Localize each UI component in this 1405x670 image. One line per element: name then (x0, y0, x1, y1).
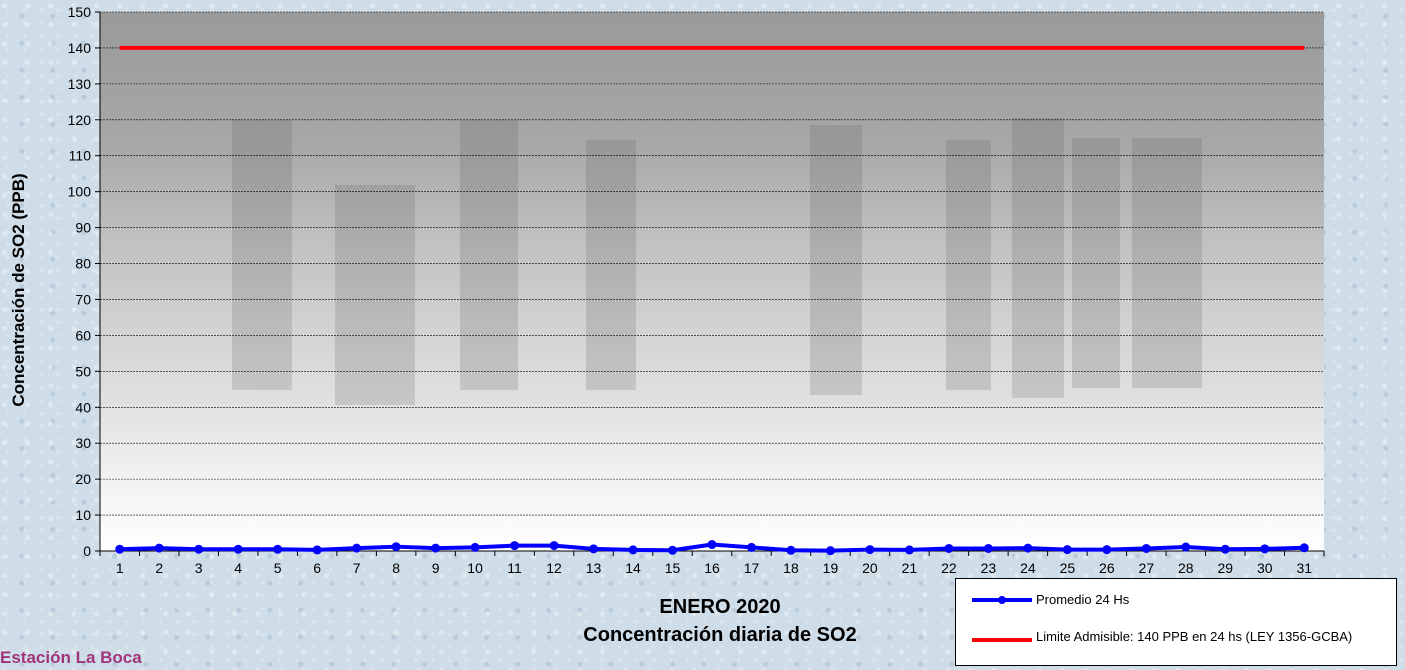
x-tick-label: 7 (353, 560, 361, 576)
data-point (431, 543, 441, 553)
x-tick-label: 22 (941, 560, 957, 576)
y-tick-label: 0 (83, 543, 91, 559)
y-tick-label: 150 (68, 4, 92, 20)
y-tick-label: 40 (75, 399, 91, 415)
data-point (1260, 544, 1270, 554)
data-point (194, 544, 204, 554)
data-point (233, 544, 243, 554)
data-point (549, 541, 559, 551)
y-tick-label: 50 (75, 363, 91, 379)
data-point (1102, 545, 1112, 555)
y-tick-label: 110 (69, 148, 92, 164)
data-point (312, 545, 322, 555)
x-tick-label: 19 (823, 560, 839, 576)
data-point (865, 545, 875, 555)
x-tick-label: 10 (467, 560, 483, 576)
y-tick-label: 70 (75, 291, 91, 307)
x-tick-label: 24 (1020, 560, 1036, 576)
data-point (983, 543, 993, 553)
x-tick-label: 6 (313, 560, 321, 576)
data-point (668, 545, 678, 555)
x-tick-label: 4 (234, 560, 242, 576)
data-point (154, 543, 164, 553)
x-tick-label: 16 (704, 560, 720, 576)
data-point (391, 542, 401, 552)
x-axis-ticks: 1 2 3 4 5 6 7 8 9 10 11 12 13 14 15 16 17 18 19 20 21 22 23 24 2… (99, 551, 1325, 576)
x-tick-label: 18 (783, 560, 799, 576)
x-tick-label: 9 (432, 560, 440, 576)
legend-label-promedio: Promedio 24 Hs (1036, 592, 1130, 607)
legend-swatch-promedio (972, 596, 1032, 604)
x-tick-label: 29 (1218, 560, 1234, 576)
x-tick-label: 8 (392, 560, 400, 576)
x-tick-label: 31 (1296, 560, 1312, 576)
x-tick-label: 25 (1060, 560, 1076, 576)
y-tick-label: 60 (75, 327, 91, 343)
x-tick-label: 3 (195, 560, 203, 576)
y-tick-label: 20 (75, 471, 91, 487)
data-point (786, 545, 796, 555)
chart-subtitle: Concentración diaria de SO2 (583, 624, 857, 646)
x-tick-label: 5 (274, 560, 282, 576)
plot-area (100, 12, 1324, 551)
chart-title: ENERO 2020 (659, 596, 781, 618)
y-tick-label: 30 (75, 435, 91, 451)
data-point (589, 544, 599, 554)
y-axis-title: Concentración de SO2 (PPB) (9, 173, 28, 406)
y-tick-label: 10 (75, 507, 91, 523)
legend: Promedio 24 Hs Limite Admisible: 140 PPB… (955, 578, 1397, 666)
data-point (1062, 545, 1072, 555)
y-tick-label: 140 (68, 40, 92, 56)
x-tick-label: 2 (155, 560, 163, 576)
data-point (470, 542, 480, 552)
data-point (628, 545, 638, 555)
series-lines (115, 45, 1309, 556)
data-point (746, 542, 756, 552)
x-tick-label: 23 (981, 560, 997, 576)
x-tick-label: 15 (665, 560, 681, 576)
legend-item-limite: Limite Admisible: 140 PPB en 24 hs (LEY … (956, 625, 1396, 665)
y-tick-label: 100 (68, 184, 92, 200)
x-tick-label: 28 (1178, 560, 1194, 576)
legend-item-promedio: Promedio 24 Hs (956, 585, 1396, 615)
data-point (510, 541, 520, 551)
data-point (273, 544, 283, 554)
y-tick-label: 120 (68, 112, 92, 128)
legend-label-limite: Limite Admisible: 140 PPB en 24 hs (LEY … (1036, 629, 1353, 644)
x-tick-label: 14 (625, 560, 641, 576)
data-point (825, 546, 835, 556)
data-point (115, 544, 125, 554)
x-tick-label: 13 (586, 560, 602, 576)
city-skyline-background (232, 118, 1202, 405)
x-tick-label: 11 (507, 560, 522, 576)
x-tick-label: 17 (744, 560, 760, 576)
data-point (904, 545, 914, 555)
y-tick-label: 90 (75, 220, 91, 236)
x-tick-label: 20 (862, 560, 878, 576)
x-tick-label: 1 (116, 560, 124, 576)
data-point (1181, 542, 1191, 552)
x-tick-label: 30 (1257, 560, 1273, 576)
x-tick-label: 12 (546, 560, 562, 576)
data-point (1023, 543, 1033, 553)
x-tick-label: 27 (1139, 560, 1155, 576)
x-tick-label: 21 (902, 560, 918, 576)
x-tick-label: 26 (1099, 560, 1115, 576)
data-point (707, 540, 717, 550)
station-label: Estación La Boca (0, 648, 142, 667)
data-point (1220, 544, 1230, 554)
y-axis-ticks: 0 10 20 30 40 50 60 70 80 90 100 110 120 130 140 150 (68, 4, 100, 559)
legend-swatch-limite (972, 638, 1032, 642)
data-point (1141, 543, 1151, 553)
data-point (1299, 543, 1309, 553)
y-tick-label: 130 (68, 76, 92, 92)
data-point (944, 543, 954, 553)
data-point (352, 543, 362, 553)
y-tick-label: 80 (75, 256, 91, 272)
